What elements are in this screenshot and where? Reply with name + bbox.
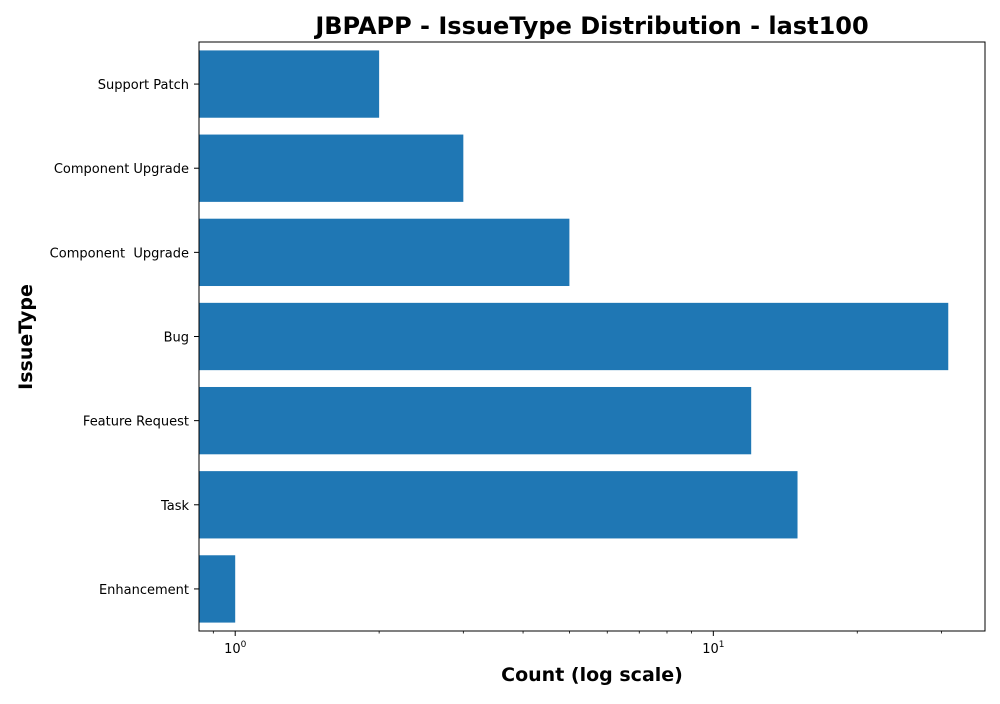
bar-0 [199,50,380,118]
chart-title: JBPAPP - IssueType Distribution - last10… [313,12,868,40]
y-tick-label: Task [160,499,190,514]
y-tick-label: Component Upgrade [54,162,189,177]
x-tick-label: 100 [224,640,247,657]
y-tick-label: Component Upgrade [50,246,189,261]
y-tick-label: Feature Request [83,415,189,430]
bar-5 [199,471,798,539]
bars-group [199,50,949,623]
bar-6 [199,555,236,623]
x-axis-label: Count (log scale) [501,664,683,686]
y-tick-label: Enhancement [99,583,189,598]
bar-3 [199,302,949,371]
x-axis: 100 101 [212,631,942,657]
y-axis: Support Patch Component Upgrade Component … [50,78,199,598]
x-tick-label: 101 [702,640,724,657]
bar-2 [199,218,570,287]
y-axis-label: IssueType [15,284,37,390]
bar-4 [199,386,752,455]
bar-1 [199,134,464,202]
y-tick-label: Support Patch [98,78,189,93]
y-tick-label: Bug [164,331,189,346]
